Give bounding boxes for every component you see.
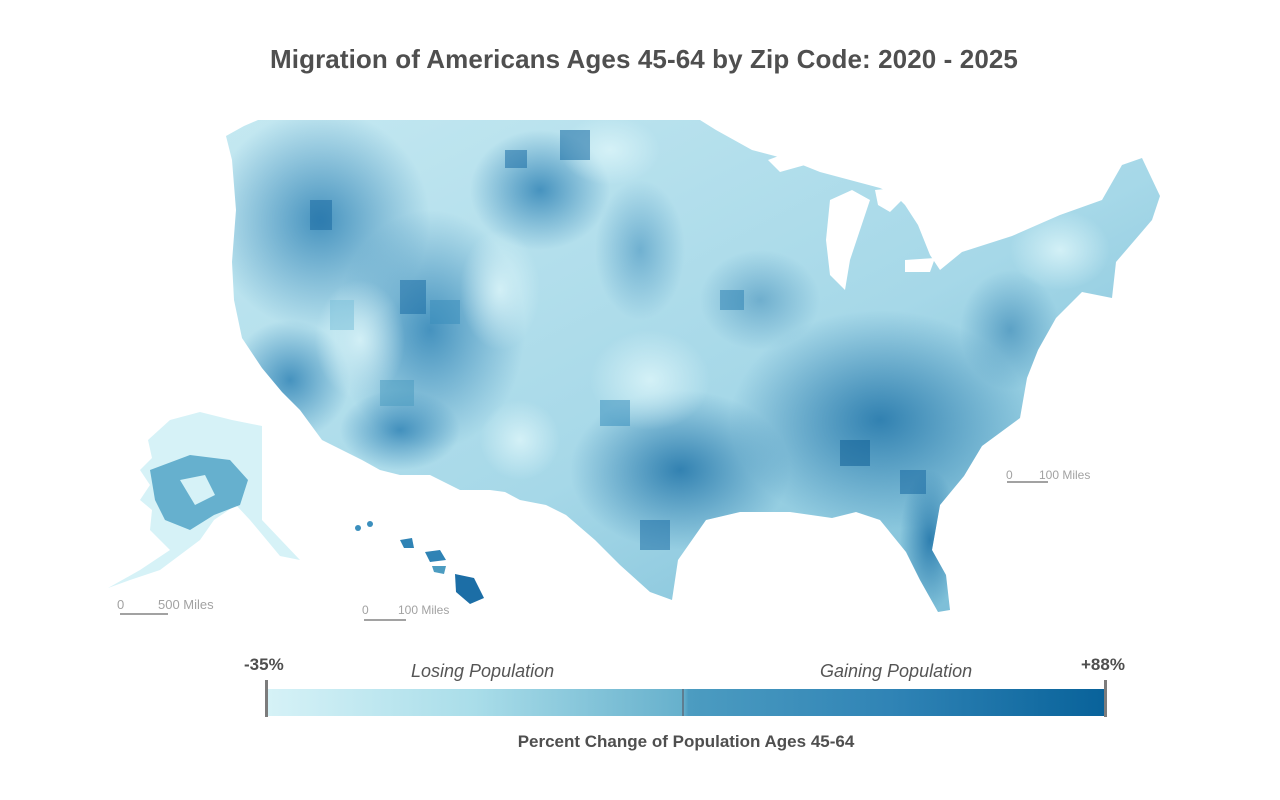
scale-label: 100 Miles <box>398 603 449 617</box>
scale-bar-alaska: 0 500 Miles <box>117 597 214 615</box>
legend-max-label: +88% <box>1081 655 1125 674</box>
legend-zero-divider <box>682 689 684 716</box>
legend-color-bar <box>266 689 1106 716</box>
choropleth-map: 0 500 Miles 0 100 Miles 0 100 Miles <box>108 120 1160 621</box>
scale-bar-mainland: 0 100 Miles <box>1006 468 1090 483</box>
scale-zero: 0 <box>1006 468 1013 482</box>
legend-max-tick <box>1104 680 1107 717</box>
hawaii <box>355 521 484 604</box>
scale-bar-hawaii: 0 100 Miles <box>362 603 449 621</box>
scale-zero: 0 <box>362 603 369 617</box>
legend-gaining-label: Gaining Population <box>820 661 973 681</box>
scale-label: 500 Miles <box>158 597 214 612</box>
legend-min-tick <box>265 680 268 717</box>
contiguous-us <box>226 120 1160 612</box>
legend-min-label: -35% <box>244 655 284 674</box>
legend-caption: Percent Change of Population Ages 45-64 <box>517 732 855 751</box>
legend-losing-label: Losing Population <box>411 661 555 681</box>
scale-zero: 0 <box>117 597 124 612</box>
map-title: Migration of Americans Ages 45-64 by Zip… <box>270 44 1018 74</box>
scale-label: 100 Miles <box>1039 468 1090 482</box>
alaska <box>108 412 300 588</box>
